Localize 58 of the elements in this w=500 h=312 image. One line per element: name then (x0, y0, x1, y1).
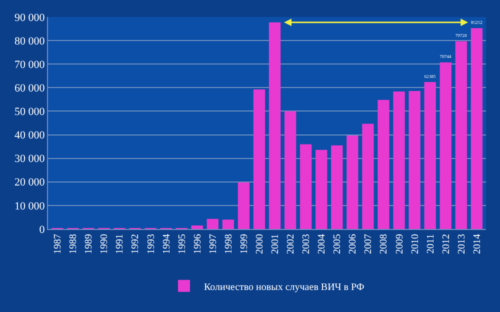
x-tick-label: 1996 (192, 234, 204, 254)
x-tick-label: 2005 (332, 234, 344, 254)
bar (378, 100, 390, 229)
y-tick-label: 60 000 (14, 82, 46, 95)
y-tick-label: 20 000 (14, 176, 46, 189)
bar (362, 124, 374, 229)
x-tick-label: 1999 (238, 234, 250, 254)
x-tick-label: 2000 (254, 234, 266, 254)
x-tick-label: 1993 (146, 234, 157, 254)
bar (346, 135, 358, 229)
bar (238, 182, 250, 229)
x-tick-label: 2014 (472, 234, 483, 254)
y-tick-label: 10 000 (14, 200, 46, 212)
x-tick-label: 1990 (99, 234, 110, 254)
bar (316, 150, 328, 229)
legend-label: Количество новых случаев ВИЧ в РФ (204, 282, 364, 293)
x-tick-label: 1995 (176, 234, 188, 254)
bar (331, 145, 343, 229)
x-tick-label: 1987 (52, 234, 64, 254)
x-tick-label: 2010 (410, 234, 421, 254)
x-tick-label: 2012 (440, 234, 452, 254)
bar (440, 62, 452, 229)
x-tick-label: 1997 (208, 234, 219, 254)
bar (268, 22, 281, 229)
bar (393, 91, 405, 229)
y-tick-label: 90 000 (14, 12, 46, 24)
bar (253, 89, 266, 229)
bar (408, 90, 420, 229)
x-tick-label: 2013 (456, 234, 468, 254)
y-tick-label: 0 (39, 224, 46, 236)
y-tick-label: 30 000 (14, 153, 46, 166)
bar (300, 144, 312, 229)
y-tick-label: 80 000 (14, 35, 46, 48)
x-tick-label: 2003 (301, 234, 312, 254)
x-tick-label: 2006 (348, 234, 359, 254)
x-tick-label: 2004 (316, 234, 328, 254)
y-tick-label: 70 000 (14, 58, 46, 71)
bar (455, 41, 467, 229)
bar (222, 220, 234, 229)
x-tick-label: 1988 (68, 234, 80, 254)
x-tick-label: 1991 (114, 234, 126, 254)
bar (284, 111, 296, 229)
bar (470, 28, 483, 229)
y-tick-label: 40 000 (14, 130, 46, 142)
x-tick-label: 1992 (130, 234, 142, 254)
x-tick-label: 2011 (425, 234, 436, 254)
bar (191, 225, 203, 229)
x-tick-label: 1994 (161, 234, 172, 254)
bar (424, 82, 436, 229)
y-tick-label: 50 000 (14, 106, 46, 118)
x-tick-label: 1998 (223, 234, 234, 254)
bar (206, 218, 218, 229)
x-tick-label: 2002 (286, 234, 297, 254)
x-tick-label: 2007 (363, 234, 374, 254)
x-tick-label: 2008 (378, 234, 390, 254)
x-tick-label: 2009 (394, 234, 406, 254)
x-tick-label: 2001 (270, 234, 282, 254)
x-tick-label: 1989 (84, 234, 95, 254)
